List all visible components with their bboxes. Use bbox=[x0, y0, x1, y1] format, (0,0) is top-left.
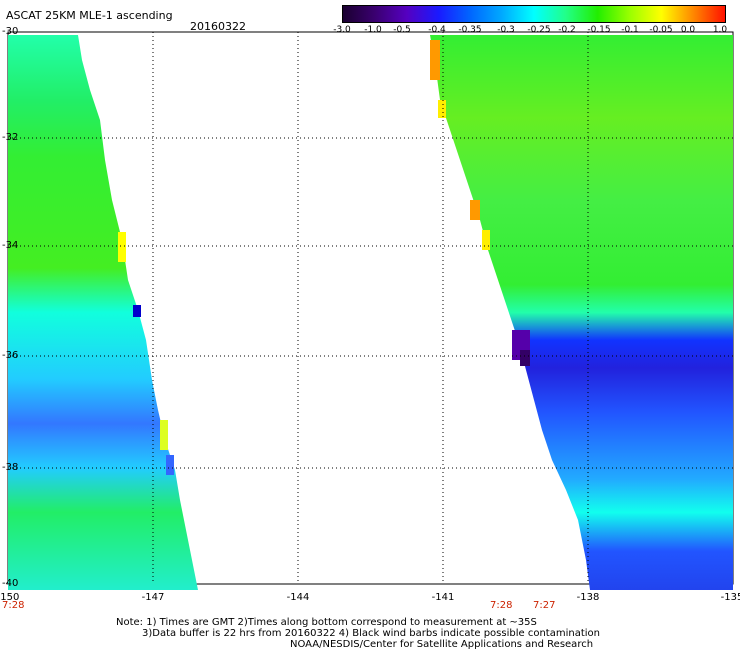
colorbar-tick-label: -0.3 bbox=[497, 25, 515, 35]
swath-left bbox=[8, 35, 198, 590]
colorbar-tick-label: -0.4 bbox=[428, 25, 446, 35]
data-patch bbox=[133, 305, 141, 317]
data-patch bbox=[438, 100, 446, 118]
map-title: ASCAT 25KM MLE-1 ascending bbox=[6, 9, 173, 22]
lat-tick-label: -34 bbox=[2, 240, 19, 251]
colorbar-tick-label: 1.0 bbox=[712, 25, 728, 35]
colorbar-tick-label: -0.25 bbox=[527, 25, 551, 35]
lat-tick-label: -32 bbox=[2, 132, 19, 143]
data-patch bbox=[520, 350, 530, 366]
colorbar-tick-label: -0.5 bbox=[393, 25, 411, 35]
lon-tick-label: -147 bbox=[141, 592, 165, 603]
colorbar-tick-label: -0.35 bbox=[458, 25, 482, 35]
colorbar-tick-label: -0.1 bbox=[621, 25, 639, 35]
time-label-mid: 7:28 bbox=[490, 600, 513, 611]
colorbar-tick-label: -3.0 bbox=[333, 25, 351, 35]
note-line-3: NOAA/NESDIS/Center for Satellite Applica… bbox=[290, 639, 594, 650]
lon-tick-label: -150 bbox=[0, 592, 20, 603]
lat-tick-label: -38 bbox=[2, 462, 19, 473]
data-patch bbox=[430, 40, 440, 80]
time-label-left: 7:28 bbox=[2, 600, 25, 611]
colorbar-tick-label: 0.0 bbox=[680, 25, 696, 35]
time-label-mid2: 7:27 bbox=[533, 600, 556, 611]
lon-tick-label: -135 bbox=[720, 592, 740, 603]
data-patch bbox=[470, 200, 480, 220]
data-patch bbox=[166, 455, 174, 475]
lon-tick-label: -141 bbox=[431, 592, 455, 603]
colorbar-tick-label: -0.15 bbox=[587, 25, 611, 35]
map-date: 20160322 bbox=[190, 20, 246, 33]
colorbar-tick-label: -1.0 bbox=[364, 25, 382, 35]
lat-tick-label: -36 bbox=[2, 350, 19, 361]
lon-tick-label: -138 bbox=[576, 592, 600, 603]
lat-tick-label: -30 bbox=[2, 26, 19, 37]
note-line-2: 3)Data buffer is 22 hrs from 20160322 4)… bbox=[142, 628, 600, 639]
note-line-1: Note: 1) Times are GMT 2)Times along bot… bbox=[116, 617, 537, 628]
data-patch bbox=[482, 230, 490, 250]
data-patch bbox=[160, 420, 168, 450]
colorbar-tick-label: -0.2 bbox=[558, 25, 576, 35]
lon-tick-label: -144 bbox=[286, 592, 310, 603]
swath-right bbox=[430, 35, 733, 590]
colorbar bbox=[342, 5, 726, 23]
colorbar-tick-label: -0.05 bbox=[649, 25, 673, 35]
data-patch bbox=[118, 232, 126, 262]
lat-tick-label: -40 bbox=[2, 578, 19, 589]
